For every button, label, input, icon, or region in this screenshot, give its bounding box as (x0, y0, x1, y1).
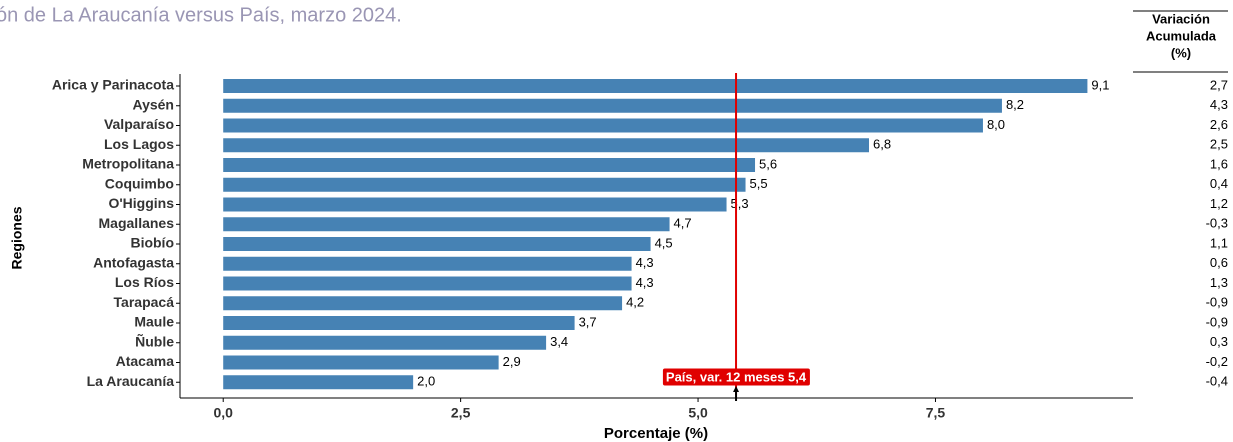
y-tick-label: Valparaíso (104, 116, 174, 132)
value-label: 2,0 (417, 374, 435, 389)
table-value: -0,9 (1206, 295, 1228, 310)
table-value: -0,2 (1206, 354, 1228, 369)
bar (223, 197, 727, 212)
table-value: 1,3 (1210, 275, 1228, 290)
bar (223, 177, 746, 192)
y-tick-label: Los Ríos (115, 274, 174, 290)
bar (223, 296, 623, 311)
value-label: 4,2 (626, 295, 644, 310)
bar (223, 138, 869, 153)
y-tick-label: Aysén (132, 96, 174, 112)
reference-label: País, var. 12 meses 5,4 (666, 369, 807, 384)
value-label: 5,5 (750, 176, 768, 191)
bar (223, 375, 414, 390)
table-value: -0,3 (1206, 216, 1228, 231)
table-value: -0,9 (1206, 314, 1228, 329)
y-tick-label: Coquimbo (105, 175, 174, 191)
bar (223, 335, 547, 350)
y-tick-label: Metropolitana (82, 156, 174, 172)
y-tick-label: Atacama (116, 353, 175, 369)
table-value: 1,1 (1210, 235, 1228, 250)
bar (223, 118, 983, 133)
table-value: 2,5 (1210, 137, 1228, 152)
y-tick-label: Tarapacá (114, 294, 175, 310)
table-value: 0,4 (1210, 176, 1228, 191)
reference-label-box (662, 368, 810, 386)
x-tick-label: 2,5 (451, 405, 471, 421)
y-tick-label: Antofagasta (93, 254, 174, 270)
y-tick-label: Biobío (130, 235, 174, 251)
bar (223, 217, 670, 232)
value-label: 8,0 (987, 117, 1005, 132)
value-label: 3,4 (550, 334, 568, 349)
bar (223, 158, 756, 172)
y-tick-label: O'Higgins (108, 195, 174, 211)
value-label: 4,7 (674, 216, 692, 231)
table-header: Acumulada (1146, 28, 1217, 43)
y-tick-label: Magallanes (99, 215, 175, 231)
bar (223, 256, 632, 271)
y-tick-label: Ñuble (135, 332, 174, 349)
table-value: 1,6 (1210, 156, 1228, 171)
value-label: 3,7 (579, 314, 597, 329)
value-label: 6,8 (873, 137, 891, 152)
bar (223, 316, 575, 330)
value-label: 4,3 (636, 275, 654, 290)
value-label: 4,3 (636, 255, 654, 270)
x-tick-label: 5,0 (688, 405, 708, 421)
table-value: 0,6 (1210, 255, 1228, 270)
arrow-head (733, 386, 740, 392)
table-value: 0,3 (1210, 334, 1228, 349)
y-axis-label: Regiones (9, 206, 25, 269)
y-tick-label: Arica y Parinacota (52, 77, 174, 93)
bar (223, 79, 1088, 93)
table-value: 2,6 (1210, 117, 1228, 132)
bar (223, 98, 1002, 113)
y-tick-label: Los Lagos (104, 136, 174, 152)
chart-title: ón de La Araucanía versus País, marzo 20… (0, 4, 402, 26)
table-header: (%) (1171, 45, 1191, 60)
table-value: 2,7 (1210, 77, 1228, 92)
table-value: 1,2 (1210, 196, 1228, 211)
value-label: 5,3 (731, 196, 749, 211)
y-tick-label: Maule (134, 314, 174, 330)
value-label: 5,6 (759, 156, 777, 171)
value-label: 9,1 (1091, 77, 1109, 92)
bar (223, 276, 632, 291)
table-value: -0,4 (1206, 374, 1228, 389)
table-header: Variación (1152, 11, 1210, 26)
bar (223, 355, 499, 370)
value-label: 2,9 (503, 354, 521, 369)
value-label: 4,5 (655, 235, 673, 250)
y-tick-label: La Araucanía (87, 373, 175, 389)
value-label: 8,2 (1006, 97, 1024, 112)
bar (223, 237, 651, 251)
x-tick-label: 7,5 (926, 405, 946, 421)
x-axis-label: Porcentaje (%) (604, 425, 708, 442)
x-tick-label: 0,0 (213, 405, 233, 421)
table-value: 4,3 (1210, 97, 1228, 112)
